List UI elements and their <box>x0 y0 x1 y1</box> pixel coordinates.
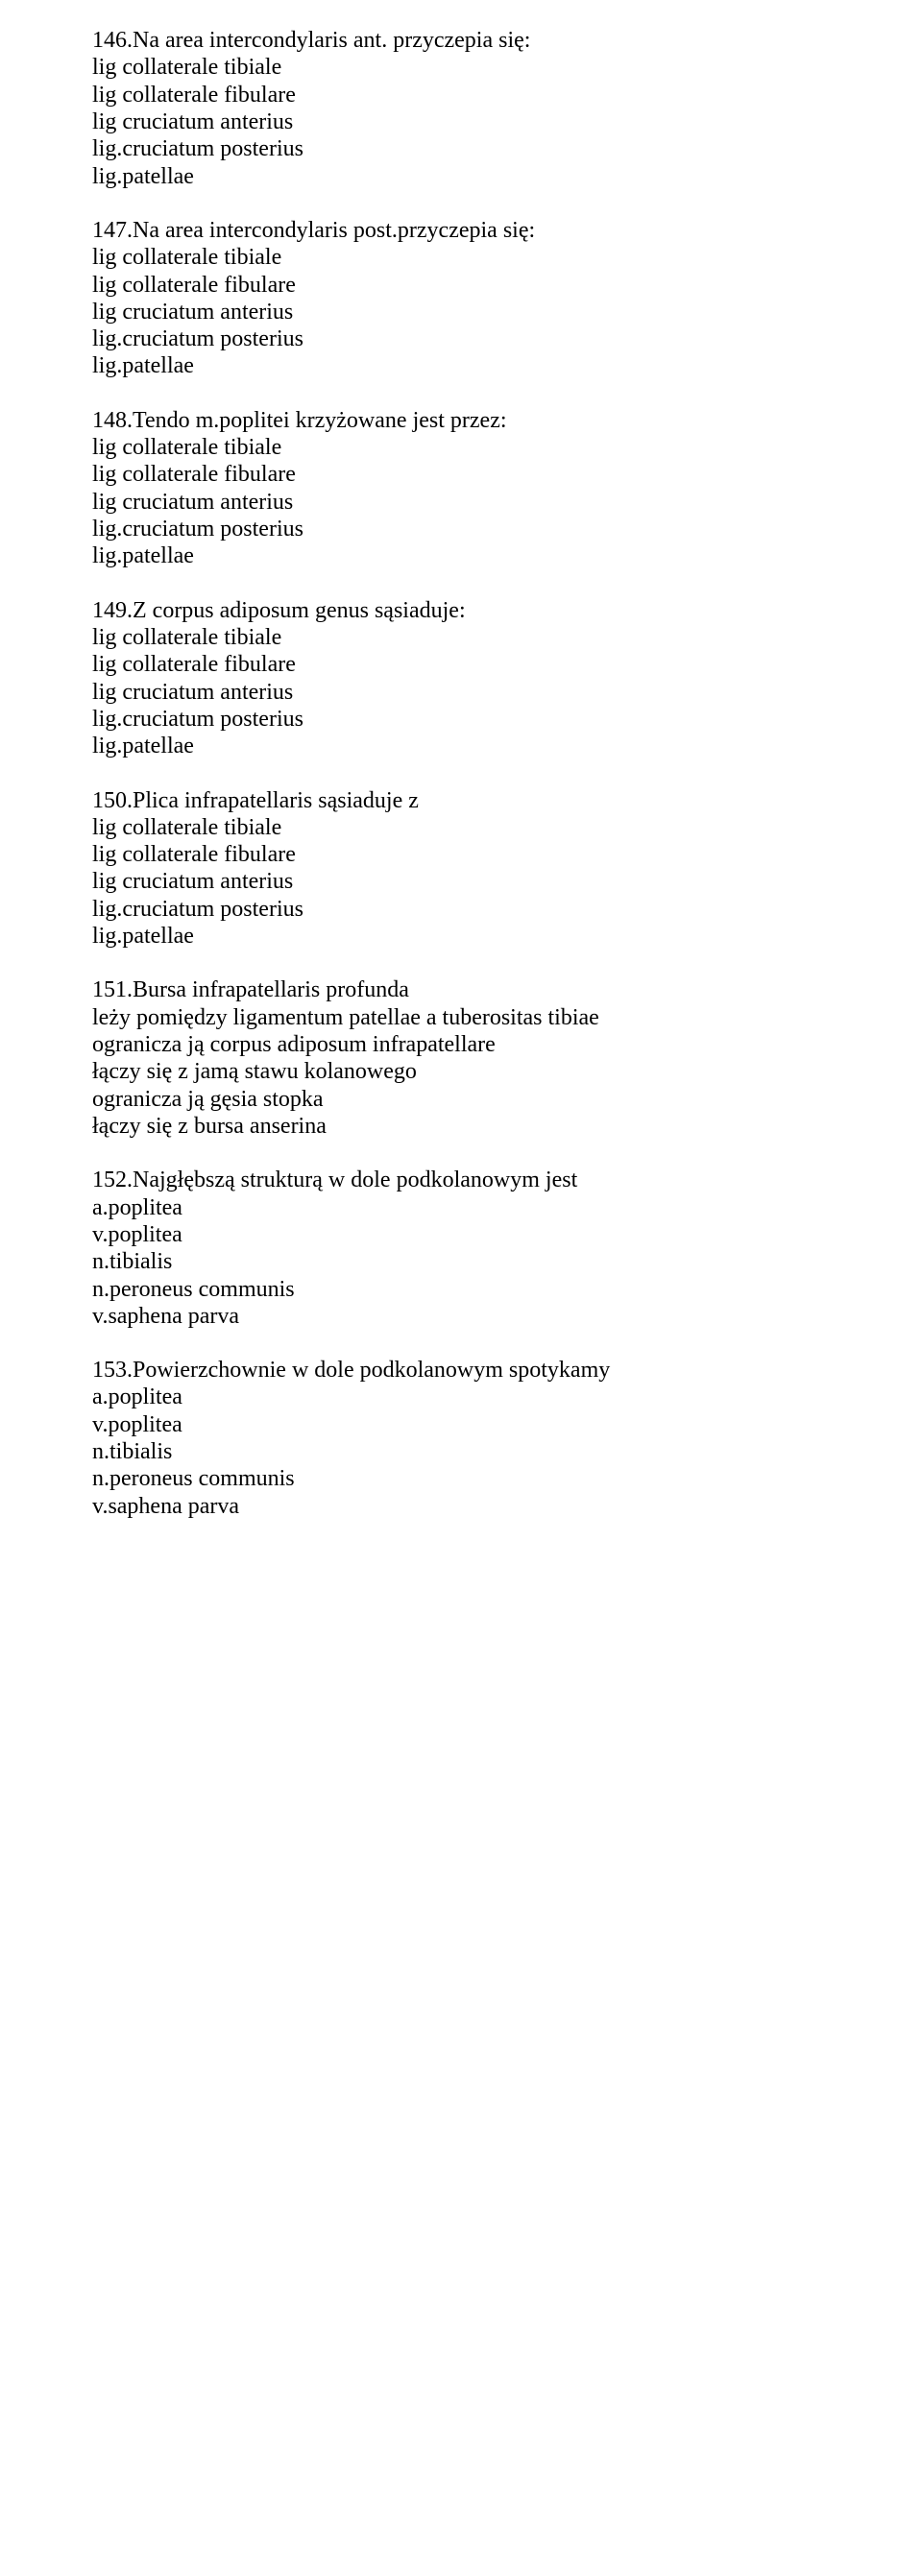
question-option: lig.patellae <box>92 352 830 379</box>
question-option: lig cruciatum anterius <box>92 108 830 135</box>
question-151: 151.Bursa infrapatellaris profunda leży … <box>92 976 830 1140</box>
question-option: n.peroneus communis <box>92 1276 830 1303</box>
question-option: lig.cruciatum posterius <box>92 325 830 352</box>
question-146: 146.Na area intercondylaris ant. przycze… <box>92 27 830 190</box>
question-option: lig.cruciatum posterius <box>92 516 830 542</box>
question-option: v.poplitea <box>92 1221 830 1248</box>
question-option: ogranicza ją gęsia stopka <box>92 1086 830 1113</box>
question-option: n.peroneus communis <box>92 1465 830 1492</box>
question-option: v.saphena parva <box>92 1493 830 1520</box>
question-option: lig collaterale tibiale <box>92 814 830 841</box>
question-153: 153.Powierzchownie w dole podkolanowym s… <box>92 1357 830 1520</box>
question-option: łączy się z bursa anserina <box>92 1113 830 1140</box>
question-option: lig.patellae <box>92 163 830 190</box>
question-option: lig collaterale fibulare <box>92 461 830 488</box>
question-option: lig collaterale tibiale <box>92 244 830 271</box>
question-150: 150.Plica infrapatellaris sąsiaduje z li… <box>92 787 830 951</box>
question-option: leży pomiędzy ligamentum patellae a tube… <box>92 1004 830 1031</box>
question-title: 149.Z corpus adiposum genus sąsiaduje: <box>92 597 830 624</box>
question-title: 146.Na area intercondylaris ant. przycze… <box>92 27 830 54</box>
question-option: lig cruciatum anterius <box>92 489 830 516</box>
question-option: lig.patellae <box>92 923 830 950</box>
question-option: lig cruciatum anterius <box>92 299 830 325</box>
question-title: 148.Tendo m.poplitei krzyżowane jest prz… <box>92 407 830 434</box>
question-option: lig.patellae <box>92 733 830 759</box>
question-option: v.saphena parva <box>92 1303 830 1330</box>
question-option: lig.patellae <box>92 542 830 569</box>
question-option: lig.cruciatum posterius <box>92 896 830 923</box>
question-title: 152.Najgłębszą strukturą w dole podkolan… <box>92 1167 830 1193</box>
question-option: lig cruciatum anterius <box>92 679 830 706</box>
question-option: n.tibialis <box>92 1438 830 1465</box>
question-title: 151.Bursa infrapatellaris profunda <box>92 976 830 1003</box>
question-option: lig collaterale tibiale <box>92 54 830 81</box>
question-147: 147.Na area intercondylaris post.przycze… <box>92 217 830 380</box>
question-option: łączy się z jamą stawu kolanowego <box>92 1058 830 1085</box>
question-option: a.poplitea <box>92 1194 830 1221</box>
question-option: lig collaterale fibulare <box>92 82 830 108</box>
question-option: lig.cruciatum posterius <box>92 135 830 162</box>
question-option: lig collaterale tibiale <box>92 624 830 651</box>
question-152: 152.Najgłębszą strukturą w dole podkolan… <box>92 1167 830 1330</box>
question-option: a.poplitea <box>92 1384 830 1410</box>
question-title: 150.Plica infrapatellaris sąsiaduje z <box>92 787 830 814</box>
question-title: 153.Powierzchownie w dole podkolanowym s… <box>92 1357 830 1384</box>
question-option: lig collaterale tibiale <box>92 434 830 461</box>
question-title: 147.Na area intercondylaris post.przycze… <box>92 217 830 244</box>
question-option: lig collaterale fibulare <box>92 272 830 299</box>
question-option: n.tibialis <box>92 1248 830 1275</box>
question-149: 149.Z corpus adiposum genus sąsiaduje: l… <box>92 597 830 760</box>
question-option: lig collaterale fibulare <box>92 651 830 678</box>
question-148: 148.Tendo m.poplitei krzyżowane jest prz… <box>92 407 830 570</box>
question-option: v.poplitea <box>92 1411 830 1438</box>
question-option: lig cruciatum anterius <box>92 868 830 895</box>
question-option: lig collaterale fibulare <box>92 841 830 868</box>
question-option: lig.cruciatum posterius <box>92 706 830 733</box>
question-option: ogranicza ją corpus adiposum infrapatell… <box>92 1031 830 1058</box>
